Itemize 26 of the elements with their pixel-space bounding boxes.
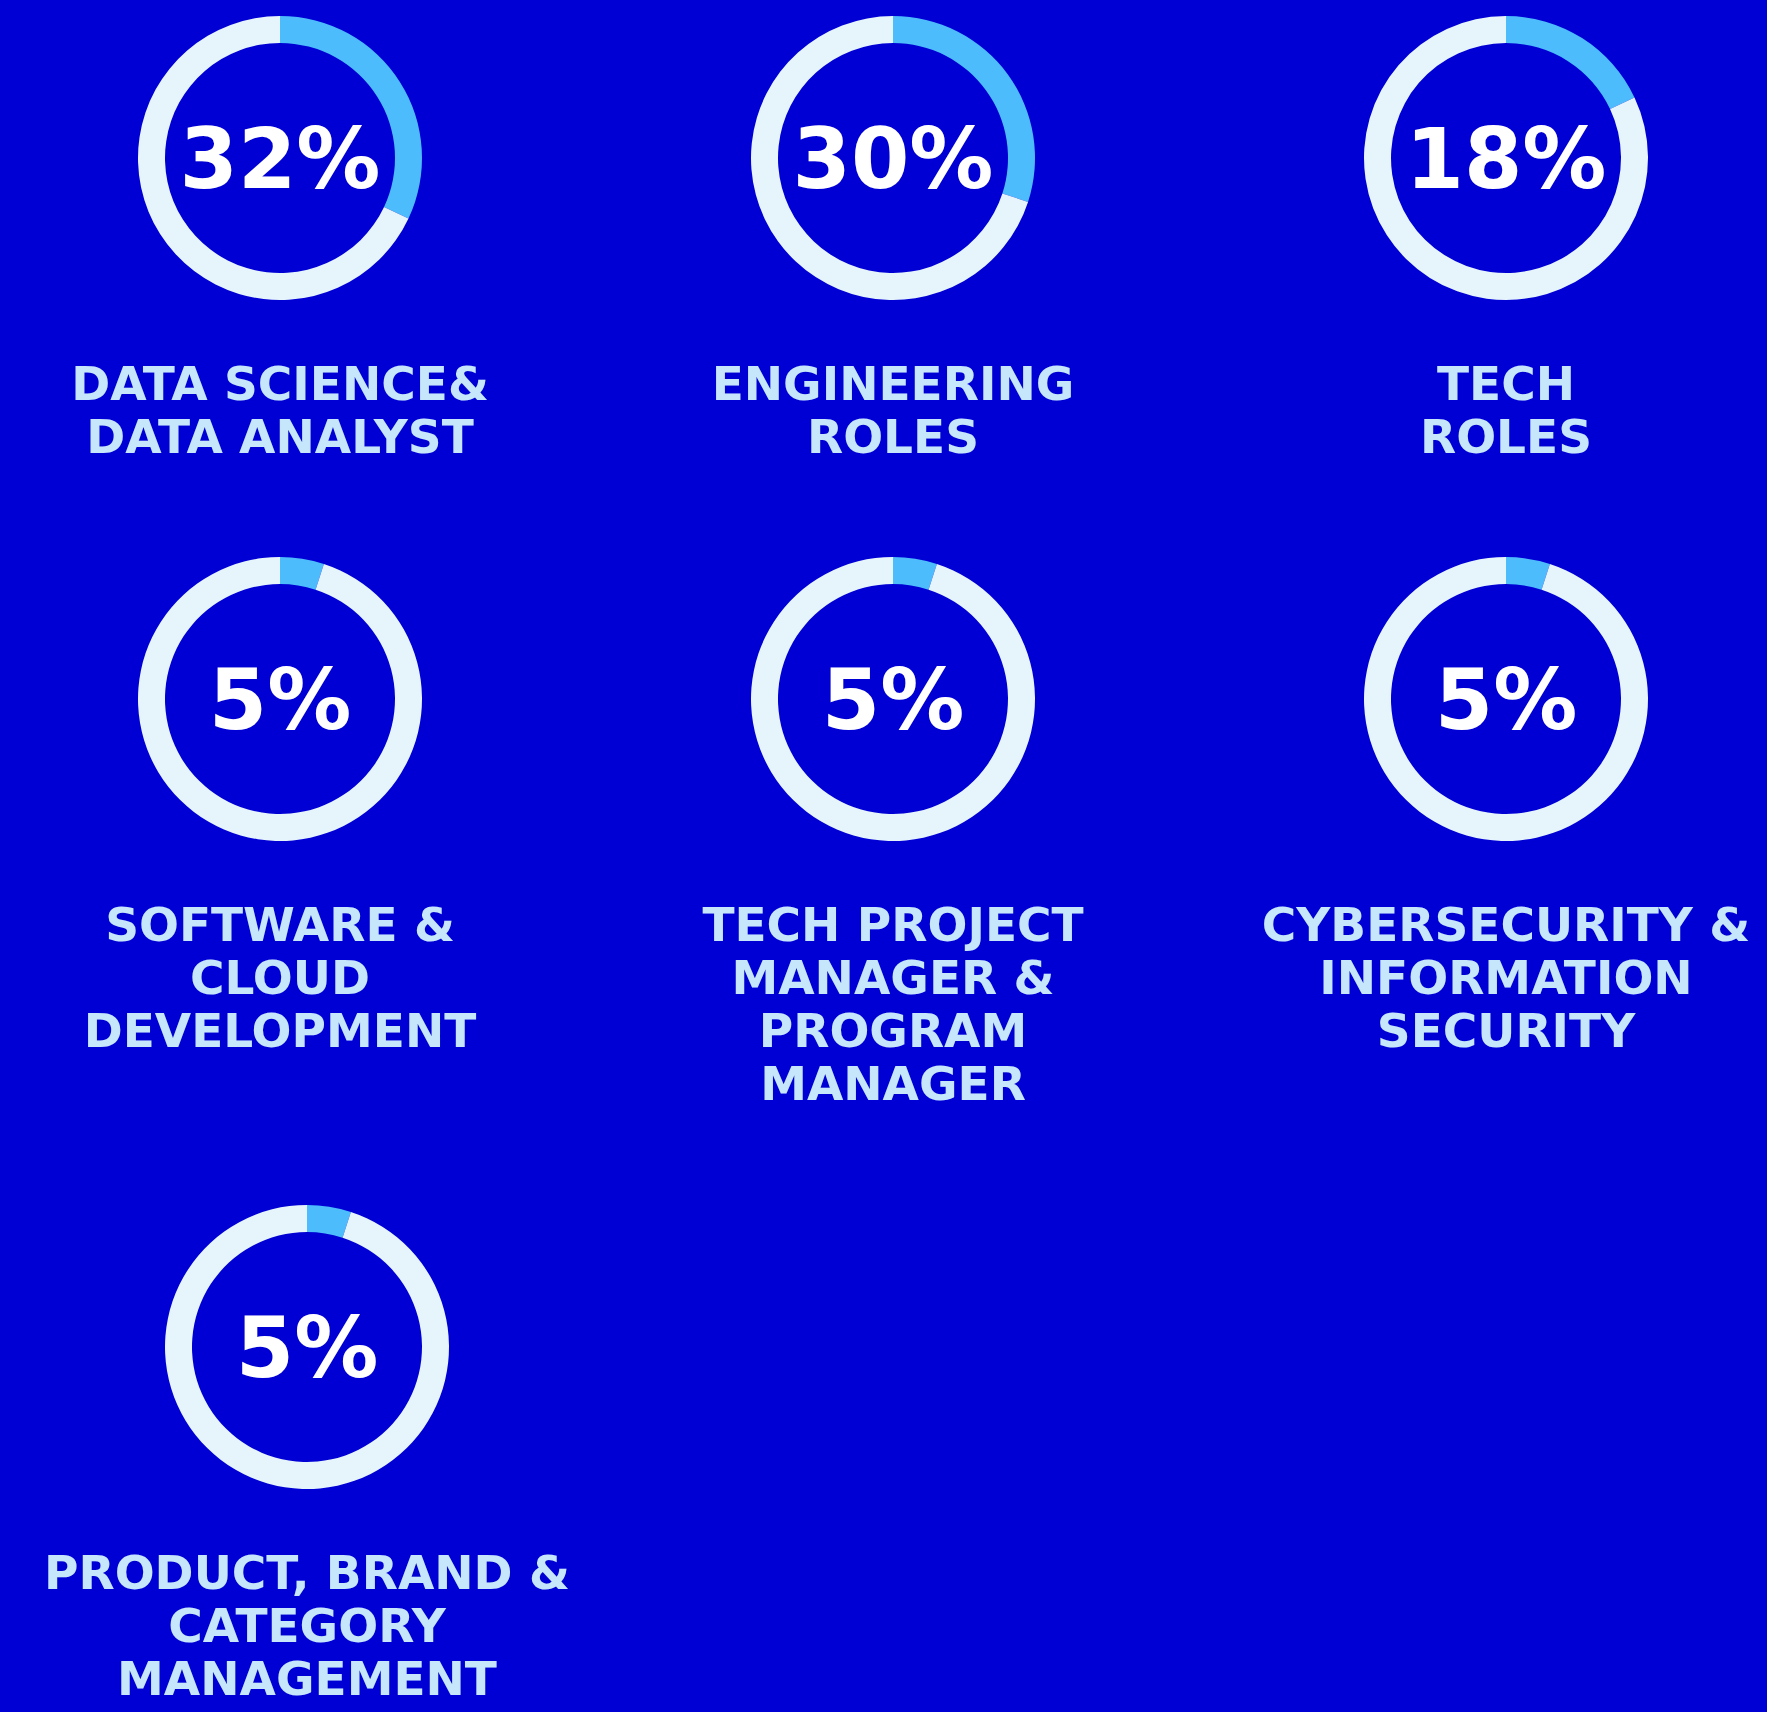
text: 5% (1434, 651, 1578, 750)
donut-slice (1506, 16, 1635, 110)
text: TECH ROLES (1419, 356, 1593, 464)
donut-slice (307, 1205, 351, 1238)
donut-slice (1364, 16, 1648, 300)
donut-slice (138, 557, 422, 841)
text: PRODUCT, BRAND & CATEGORY MANAGEMENT (44, 1545, 570, 1706)
text: 5% (235, 1299, 379, 1398)
text: 5% (208, 651, 352, 750)
text: TECH PROJECT MANAGER & PROGRAM MANAGER (702, 897, 1084, 1111)
text: CYBERSECURITY & INFORMATION SECURITY (1261, 897, 1751, 1058)
text: DATA SCIENCE& DATA ANALYST (71, 356, 489, 464)
donut-slice (1364, 557, 1648, 841)
text: 18% (1405, 110, 1607, 209)
donut-slice (280, 557, 324, 590)
donut-slice (893, 557, 937, 590)
text: 30% (792, 110, 994, 209)
text: 32% (179, 110, 381, 209)
donut-slice (1506, 557, 1550, 590)
donut-slice (165, 1205, 449, 1489)
text: 5% (821, 651, 965, 750)
donut-slice (138, 16, 409, 300)
donut-slice (751, 16, 1029, 300)
text: SOFTWARE & CLOUD DEVELOPMENT (83, 897, 477, 1058)
donut-slice (751, 557, 1035, 841)
text: ENGINEERING ROLES (711, 356, 1075, 464)
